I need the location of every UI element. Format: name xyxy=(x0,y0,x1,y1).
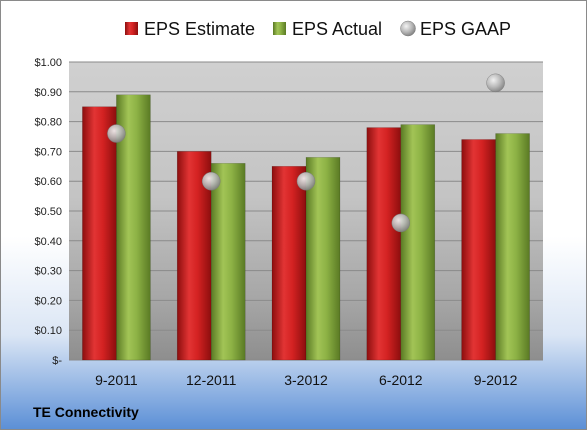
x-category-label: 3-2012 xyxy=(284,372,328,388)
y-tick-label: $0.50 xyxy=(34,206,62,218)
y-tick-label: $0.10 xyxy=(34,325,62,337)
legend-swatch xyxy=(400,20,416,37)
bar-eps-estimate xyxy=(461,139,496,361)
gaap-markers xyxy=(107,73,505,233)
y-tick-label: $- xyxy=(52,355,62,367)
y-tick-label: $0.20 xyxy=(34,295,62,307)
y-tick-label: $0.90 xyxy=(34,87,62,99)
bars xyxy=(82,94,530,361)
legend-swatch xyxy=(273,22,286,35)
y-tick-label: $0.40 xyxy=(34,236,62,248)
bar-eps-actual xyxy=(400,124,436,361)
x-category-label: 6-2012 xyxy=(379,372,423,388)
bar-eps-estimate xyxy=(271,166,307,361)
y-tick-label: $0.60 xyxy=(34,176,62,188)
y-tick-label: $0.30 xyxy=(34,266,62,278)
legend-label: EPS GAAP xyxy=(420,19,511,39)
x-category-label: 9-2012 xyxy=(474,372,518,388)
bar-eps-estimate xyxy=(82,106,117,361)
legend-label: EPS Actual xyxy=(292,19,382,39)
bar-eps-actual xyxy=(495,133,530,361)
marker-eps-gaap xyxy=(391,213,411,233)
y-tick-label: $0.70 xyxy=(34,146,62,158)
bar-eps-actual xyxy=(305,157,341,361)
y-tick-label: $1.00 xyxy=(34,57,62,69)
legend-swatch xyxy=(125,22,138,35)
marker-eps-gaap xyxy=(107,124,126,143)
x-category-label: 9-2011 xyxy=(95,372,138,388)
marker-eps-gaap xyxy=(486,73,505,93)
bar-eps-actual xyxy=(210,163,246,361)
bar-eps-estimate xyxy=(366,127,402,361)
marker-eps-gaap xyxy=(201,171,221,191)
x-category-label: 12-2011 xyxy=(186,372,237,388)
legend-label: EPS Estimate xyxy=(144,19,255,39)
marker-eps-gaap xyxy=(296,171,316,191)
y-tick-label: $0.80 xyxy=(34,117,62,129)
x-axis-category-labels: 9-2011 12-2011 3-2012 6-2012 9-2012 xyxy=(95,372,517,388)
legend: EPS Estimate EPS Actual EPS GAAP xyxy=(125,19,511,39)
company-name: TE Connectivity xyxy=(33,404,139,420)
y-axis-tick-labels: $- $0.10 $0.20 $0.30 $0.40 $0.50 $0.60 $0.70 $0.… xyxy=(34,57,62,367)
